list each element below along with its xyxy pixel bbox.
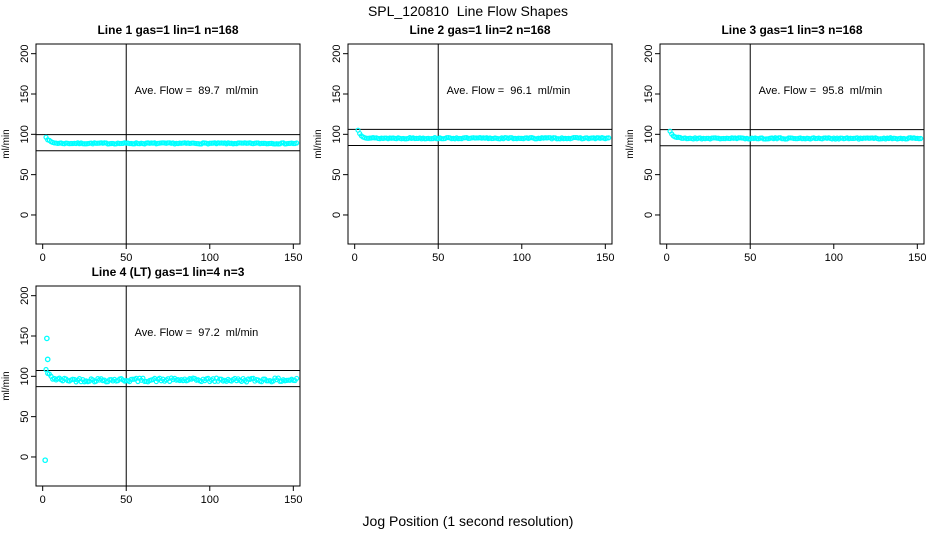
y-tick-label: 50: [19, 411, 31, 423]
data-point: [294, 140, 300, 146]
data-point: [606, 135, 612, 141]
y-tick-label: 50: [643, 169, 655, 181]
x-tick-label: 100: [201, 252, 219, 264]
x-tick-label: 150: [596, 252, 614, 264]
x-tick-label: 150: [284, 252, 302, 264]
x-tick-label: 50: [432, 252, 444, 264]
y-tick-label: 150: [19, 327, 31, 345]
x-tick-label: 50: [120, 252, 132, 264]
panel-title: Line 3 gas=1 lin=3 n=168: [721, 23, 862, 37]
data-point-outlier: [42, 457, 49, 464]
x-tick-label: 0: [352, 252, 358, 264]
ave-flow-annotation: Ave. Flow = 97.2 ml/min: [135, 327, 259, 339]
y-tick-label: 100: [19, 125, 31, 143]
y-tick-label: 0: [19, 454, 31, 460]
x-tick-label: 0: [40, 252, 46, 264]
main-title: SPL_120810 Line Flow Shapes: [367, 3, 569, 19]
panel-line-1: Line 1 gas=1 lin=1 n=168 0 50 100 150 0 50 100 1…: [1, 23, 302, 264]
x-tick-label: 100: [825, 252, 843, 264]
panel-title: Line 1 gas=1 lin=1 n=168: [97, 23, 238, 37]
panel-title: Line 2 gas=1 lin=2 n=168: [409, 23, 550, 37]
y-axis-title: ml/min: [313, 129, 324, 158]
x-tick-label: 100: [513, 252, 531, 264]
panel-title: Line 4 (LT) gas=1 lin=4 n=3: [92, 265, 245, 279]
y-tick-label: 50: [19, 169, 31, 181]
data-point-outlier: [44, 356, 51, 363]
y-tick-label: 100: [19, 367, 31, 385]
y-tick-label: 150: [19, 85, 31, 103]
x-tick-label: 150: [284, 494, 302, 506]
ave-flow-annotation: Ave. Flow = 89.7 ml/min: [135, 85, 259, 97]
y-axis-title: ml/min: [625, 129, 636, 158]
y-tick-label: 0: [643, 212, 655, 218]
y-tick-label: 200: [331, 44, 343, 62]
x-tick-label: 0: [664, 252, 670, 264]
plot-box: [659, 43, 925, 245]
data-point: [918, 135, 924, 142]
y-tick-label: 150: [643, 85, 655, 103]
data-point-outlier: [44, 335, 50, 342]
y-tick-label: 100: [331, 125, 343, 143]
y-tick-label: 200: [643, 44, 655, 62]
y-tick-label: 200: [19, 286, 31, 304]
ave-flow-annotation: Ave. Flow = 95.8 ml/min: [759, 85, 883, 97]
x-axis-label: Jog Position (1 second resolution): [362, 513, 574, 529]
plot-box: [35, 285, 301, 487]
y-tick-label: 200: [19, 44, 31, 62]
x-tick-label: 0: [40, 494, 46, 506]
ave-flow-annotation: Ave. Flow = 96.1 ml/min: [447, 85, 571, 97]
x-tick-label: 150: [908, 252, 926, 264]
y-axis-title: ml/min: [1, 129, 12, 158]
data-point: [294, 375, 300, 382]
plot-box: [347, 43, 613, 245]
y-tick-label: 150: [331, 85, 343, 103]
plot-box: [35, 43, 301, 245]
y-tick-label: 100: [643, 125, 655, 143]
y-tick-label: 50: [331, 169, 343, 181]
data-point: [165, 140, 171, 146]
y-tick-label: 0: [331, 212, 343, 218]
panel-line-4: Line 4 (LT) gas=1 lin=4 n=3 0 50 100 150 0 50 1…: [1, 265, 302, 506]
panel-line-2: Line 2 gas=1 lin=2 n=168 0 50 100 150 0 50 100 1…: [313, 23, 614, 264]
panel-line-3: Line 3 gas=1 lin=3 n=168 0 50 100 150 0 50 100 1…: [625, 23, 926, 264]
x-tick-label: 50: [744, 252, 756, 264]
x-tick-label: 50: [120, 494, 132, 506]
x-tick-label: 100: [201, 494, 219, 506]
y-tick-label: 0: [19, 212, 31, 218]
y-axis-title: ml/min: [1, 371, 12, 400]
